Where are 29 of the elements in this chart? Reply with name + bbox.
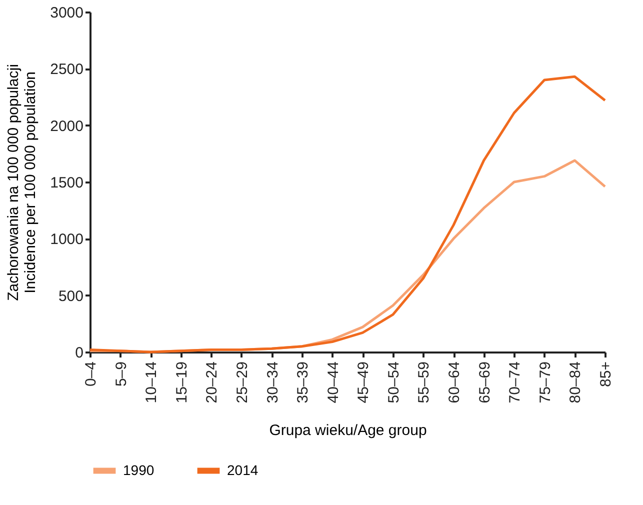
x-tick-label: 40–44 [324, 362, 342, 404]
x-tick-label: 10–14 [143, 362, 160, 404]
x-tick-label: 35–39 [294, 362, 312, 404]
x-tick-label: 30–34 [264, 362, 282, 404]
x-tick-label: 55–59 [416, 362, 433, 404]
y-axis-title: Zachorowania na 100 000 populacji Incidence per 100 000 population [5, 64, 40, 301]
legend-label: 2014 [227, 462, 258, 478]
y-tick-label: 1500 [50, 174, 84, 192]
y-tick-label: 1000 [50, 231, 84, 248]
x-tick-label: 85+ [598, 361, 614, 387]
x-tick-label: 60–64 [446, 362, 464, 404]
legend-label: 1990 [123, 462, 154, 478]
x-axis-title: Grupa wieku/Age group [269, 422, 427, 440]
x-tick-label: 70–74 [506, 362, 524, 404]
x-tick-label: 45–49 [355, 362, 372, 404]
x-tick-label: 0–4 [82, 362, 100, 387]
x-tick-label: 50–54 [385, 362, 402, 404]
x-tick-label: 20–24 [204, 362, 221, 404]
x-tick-label: 15–19 [173, 362, 190, 404]
y-tick-label: 500 [58, 288, 84, 305]
y-tick-label: 0 [75, 344, 84, 362]
x-tick-label: 80–84 [567, 362, 584, 404]
x-tick-label: 25–29 [234, 362, 251, 404]
x-tick-label: 75–79 [536, 362, 554, 404]
y-tick-label: 2500 [50, 61, 84, 78]
y-tick-label: 3000 [50, 4, 84, 22]
y-tick-label: 2000 [50, 118, 84, 135]
x-tick-label: 5–9 [112, 362, 130, 387]
x-tick-label: 65–69 [476, 362, 494, 404]
